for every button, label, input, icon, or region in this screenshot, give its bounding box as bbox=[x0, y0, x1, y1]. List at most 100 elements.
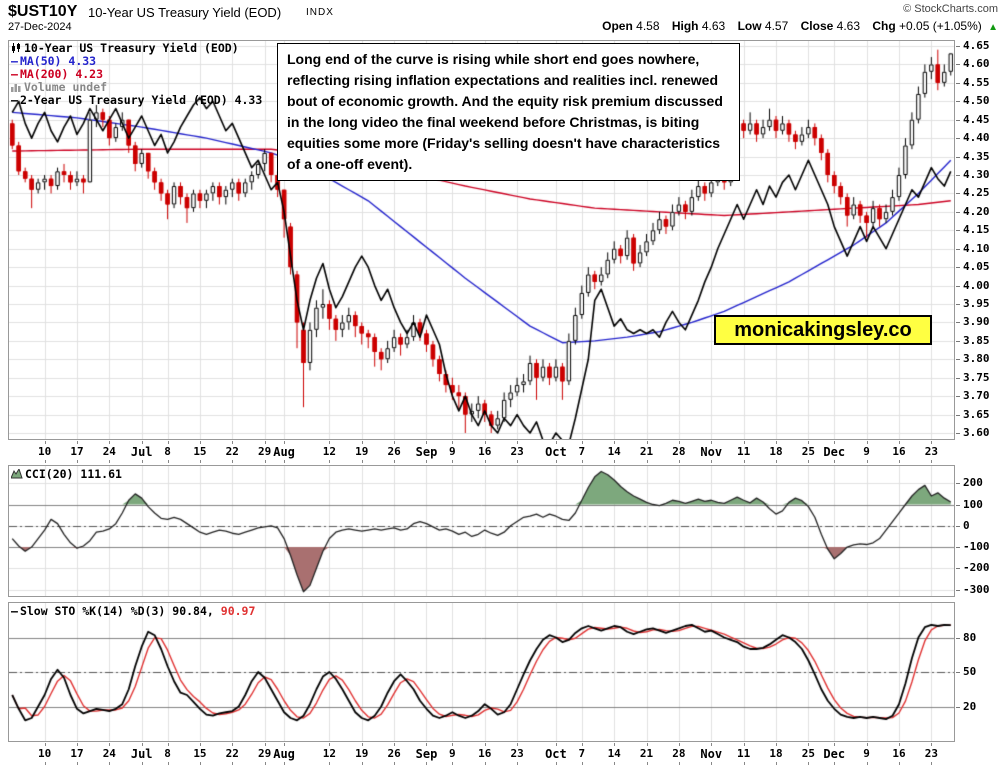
x-tick-mark bbox=[834, 762, 835, 765]
x-axis-label: 8 bbox=[164, 445, 171, 458]
y-tick-mark bbox=[956, 101, 960, 103]
y-axis-label: 4.10 bbox=[963, 241, 990, 255]
y-axis-label: 4.45 bbox=[963, 112, 990, 126]
legend-label: MA(50) 4.33 bbox=[19, 54, 97, 68]
x-tick-mark bbox=[265, 762, 266, 765]
area-mountain-icon bbox=[10, 467, 23, 482]
quote-line: Open 4.58 High 4.63 Low 4.57 Close 4.63 … bbox=[593, 19, 998, 33]
legend-label: 10-Year US Treasury Yield (EOD) bbox=[24, 41, 239, 55]
x-tick-mark bbox=[77, 441, 78, 444]
y-tick-mark bbox=[956, 396, 960, 398]
x-tick-mark bbox=[142, 460, 143, 463]
x-tick-mark bbox=[142, 441, 143, 444]
low-value: 4.57 bbox=[764, 19, 789, 33]
x-axis-label: 23 bbox=[510, 445, 524, 458]
y-tick-mark bbox=[956, 248, 960, 250]
y-axis-label: 200 bbox=[963, 476, 983, 490]
x-tick-mark bbox=[517, 460, 518, 463]
open-value: 4.58 bbox=[636, 19, 660, 33]
x-axis-month-label: Jul bbox=[130, 747, 153, 761]
high-value: 4.63 bbox=[701, 19, 726, 33]
x-axis-month-label: Oct bbox=[545, 747, 567, 761]
x-tick-mark bbox=[77, 743, 78, 746]
y-axis-label: 4.35 bbox=[963, 149, 990, 163]
x-axis-label: 23 bbox=[924, 747, 938, 760]
x-axis-label: 25 bbox=[801, 747, 815, 760]
y-axis-label: 80 bbox=[963, 630, 977, 644]
y-axis-label: 4.40 bbox=[963, 131, 990, 145]
sto-d-value: 90.97 bbox=[220, 604, 256, 618]
x-tick-mark bbox=[142, 743, 143, 746]
x-tick-mark bbox=[517, 441, 518, 444]
y-tick-mark bbox=[956, 547, 960, 549]
x-tick-mark bbox=[744, 460, 745, 463]
x-axis-label: 7 bbox=[578, 445, 586, 458]
chart-date: 27-Dec-2024 bbox=[8, 21, 72, 33]
y-axis-label: 3.65 bbox=[963, 407, 990, 421]
y-tick-mark bbox=[956, 433, 960, 434]
y-axis-label: 3.90 bbox=[963, 315, 990, 329]
x-tick-mark bbox=[744, 762, 745, 765]
x-tick-mark bbox=[232, 460, 233, 463]
chg-label: Chg bbox=[872, 19, 896, 33]
line-swatch-icon: — bbox=[11, 93, 18, 107]
x-tick-mark bbox=[200, 460, 201, 463]
y-axis-label: 50 bbox=[963, 665, 977, 678]
y-axis-label: -200 bbox=[963, 561, 990, 575]
x-axis-label: 21 bbox=[639, 445, 654, 458]
x-tick-mark bbox=[200, 743, 201, 746]
x-tick-mark bbox=[485, 762, 486, 765]
x-tick-mark bbox=[711, 743, 712, 746]
y-axis-label: 4.60 bbox=[963, 57, 990, 71]
legend-row-2year: —2-Year US Treasury Yield (EOD) 4.33 bbox=[11, 94, 262, 107]
x-tick-mark bbox=[394, 762, 395, 765]
x-tick-mark bbox=[284, 762, 285, 765]
x-tick-mark bbox=[394, 743, 395, 746]
x-tick-mark bbox=[679, 743, 680, 746]
volume-bars-icon bbox=[11, 82, 22, 95]
y-tick-mark bbox=[956, 82, 960, 84]
copyright: © StockCharts.com bbox=[903, 3, 998, 15]
y-tick-mark bbox=[956, 64, 960, 66]
x-tick-mark bbox=[77, 460, 78, 463]
y-axis-label: 3.85 bbox=[963, 333, 990, 347]
x-axis-label: 9 bbox=[449, 747, 456, 760]
y-tick-mark bbox=[956, 211, 960, 213]
y-tick-mark bbox=[956, 637, 960, 639]
line-swatch-icon: — bbox=[11, 67, 18, 81]
x-tick-mark bbox=[232, 441, 233, 444]
x-axis-label: 15 bbox=[193, 445, 207, 458]
x-axis-label: 9 bbox=[449, 445, 456, 458]
x-axis-label: 11 bbox=[737, 445, 751, 458]
y-axis-label: 3.70 bbox=[963, 389, 990, 403]
y-axis-label: 0 bbox=[963, 518, 970, 532]
x-tick-mark bbox=[834, 743, 835, 746]
x-tick-mark bbox=[45, 460, 46, 463]
x-axis-label: 23 bbox=[924, 445, 938, 458]
y-axis-label: 3.80 bbox=[963, 352, 990, 366]
x-tick-mark bbox=[744, 441, 745, 444]
x-tick-mark bbox=[899, 441, 900, 444]
x-tick-mark bbox=[452, 460, 453, 463]
y-axis-label: -100 bbox=[963, 540, 990, 554]
x-axis-label: 12 bbox=[322, 445, 337, 458]
x-tick-mark bbox=[582, 441, 583, 444]
cci-y-axis: 200 100 0 -100 -200 -300 bbox=[956, 465, 1004, 597]
x-axis-label: 29 bbox=[258, 747, 272, 760]
x-tick-mark bbox=[614, 762, 615, 765]
high-label: High bbox=[671, 19, 699, 33]
y-tick-mark bbox=[956, 175, 960, 176]
x-tick-mark bbox=[808, 743, 809, 746]
x-tick-mark bbox=[931, 460, 932, 463]
x-tick-mark bbox=[200, 441, 201, 444]
x-axis-label: 26 bbox=[387, 445, 401, 458]
x-tick-mark bbox=[452, 441, 453, 444]
x-axis-label: 8 bbox=[164, 747, 171, 760]
x-axis-label: 16 bbox=[892, 747, 906, 760]
x-tick-mark bbox=[517, 743, 518, 746]
x-tick-mark bbox=[744, 743, 745, 746]
x-tick-mark bbox=[426, 743, 427, 746]
x-tick-mark bbox=[711, 762, 712, 765]
low-label: Low bbox=[737, 19, 762, 33]
